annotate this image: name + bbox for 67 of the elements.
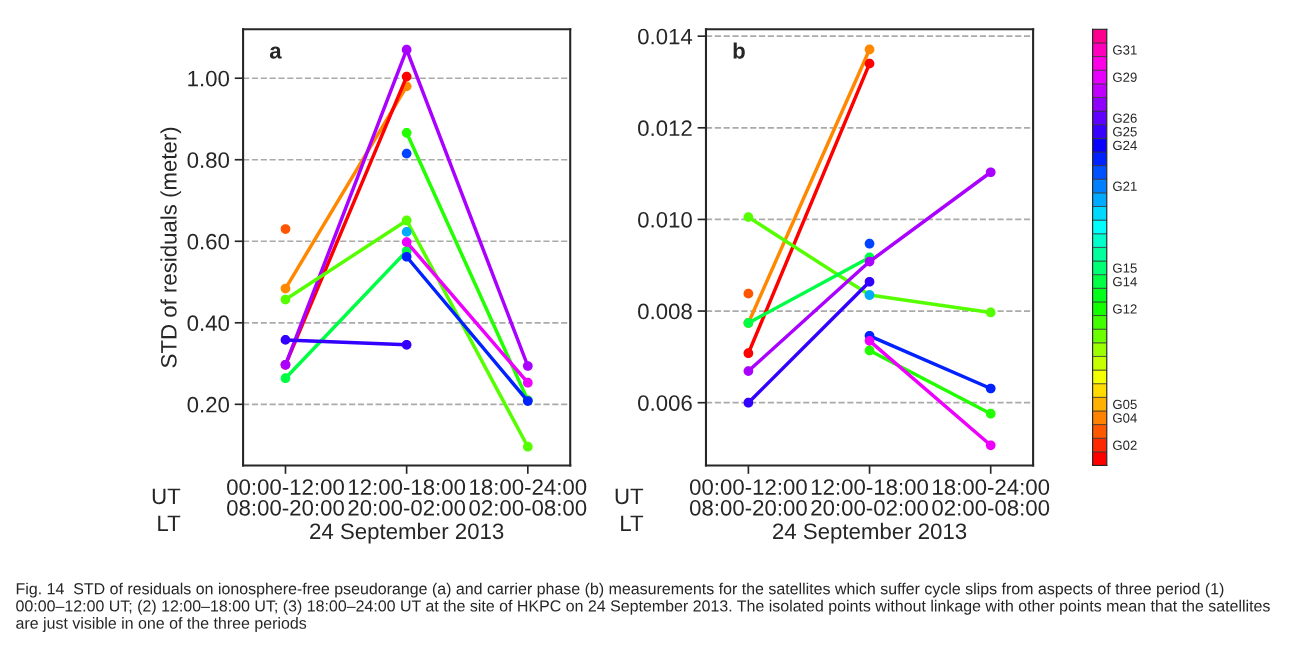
color-bar-label: G15 [1113, 263, 1137, 273]
y-tick-label: 0.014 [638, 28, 693, 45]
y-tick-label: 0.20 [187, 396, 230, 413]
x-tick-label: 12:00-18:00 20:00-02:00 [811, 479, 928, 516]
point [522, 361, 533, 371]
text: UT [615, 488, 644, 505]
color-bar-label: G21 [1113, 181, 1137, 191]
y-axis-title: STD of residuals (meter) [160, 127, 182, 368]
point [401, 71, 412, 82]
point [743, 397, 754, 408]
point [743, 348, 754, 359]
x-tick-label: 18:00-24:00 02:00-08:00 [469, 479, 587, 516]
color-bar-label: G02 [1113, 440, 1137, 450]
x-tick-label: 18:00-24:00 02:00-08:00 [932, 479, 1050, 516]
point [280, 294, 291, 305]
y-tick-label: 0.008 [638, 303, 692, 320]
y-tick-label: 0.012 [638, 120, 692, 137]
point [864, 256, 875, 267]
point [522, 441, 533, 452]
color-bar-label: G24 [1113, 140, 1137, 151]
point [743, 212, 754, 222]
point [985, 167, 996, 178]
point [522, 377, 533, 388]
x-tick-label: 12:00-18:00 20:00-02:00 [348, 479, 466, 516]
color-bar-label: G29 [1113, 72, 1137, 82]
text: LT [158, 515, 181, 531]
color-bar-label: G25 [1113, 127, 1137, 137]
x-axis-title: 24 September 2013 [310, 522, 504, 544]
y-tick-label: 0.40 [187, 315, 230, 332]
color-bar-label: G05 [1113, 399, 1137, 410]
point [401, 215, 412, 226]
text: LT [621, 515, 644, 531]
color-bar-label: G26 [1113, 113, 1137, 123]
color-bar-label: G04 [1113, 413, 1137, 423]
text: a [269, 46, 282, 59]
color-bar-label: G12 [1113, 304, 1137, 314]
point [864, 345, 875, 356]
point [280, 335, 291, 345]
y-tick-label: 1.00 [188, 70, 230, 87]
point [401, 127, 412, 138]
point [401, 44, 412, 55]
point [401, 251, 412, 262]
point [280, 283, 291, 294]
point [864, 276, 875, 287]
point [401, 339, 412, 350]
color-bar-label: G31 [1113, 45, 1137, 55]
chart-title: b [733, 42, 745, 59]
x-tick-label: 00:00-12:00 08:00-20:00 [689, 479, 807, 516]
point [401, 237, 412, 247]
y-tick-label: 0.60 [187, 233, 230, 250]
point [864, 44, 875, 55]
y-tick-label: 0.010 [638, 211, 692, 228]
point [985, 440, 996, 451]
point [280, 373, 291, 384]
x-axis-title: 24 September 2013 [773, 522, 967, 544]
point [743, 366, 754, 376]
point [864, 58, 875, 69]
y-tick-label: 0.80 [187, 152, 230, 169]
text: UT [152, 488, 181, 505]
point [985, 307, 996, 318]
x-tick-label: 00:00-12:00 08:00-20:00 [227, 479, 344, 516]
y-tick-label: 0.006 [638, 395, 692, 411]
caption: Fig. 14 STD of residuals on ionosphere-free pseudorange (a) and carrier phase (b) measurements for the satellites which suffer cycle slips from aspects of three period (1) 00:00–12:00 UT; (2) 12:00–18:00 UT; (3) 18:00–24:00 UT at the site of HKPC on 24 September 2013. The isolated points without linkage with other points mean that the satellites are just visible in one of the three periods [16, 582, 1270, 632]
point [864, 335, 875, 346]
point [985, 383, 996, 394]
point [985, 408, 996, 419]
color-bar-label: G14 [1113, 277, 1137, 287]
